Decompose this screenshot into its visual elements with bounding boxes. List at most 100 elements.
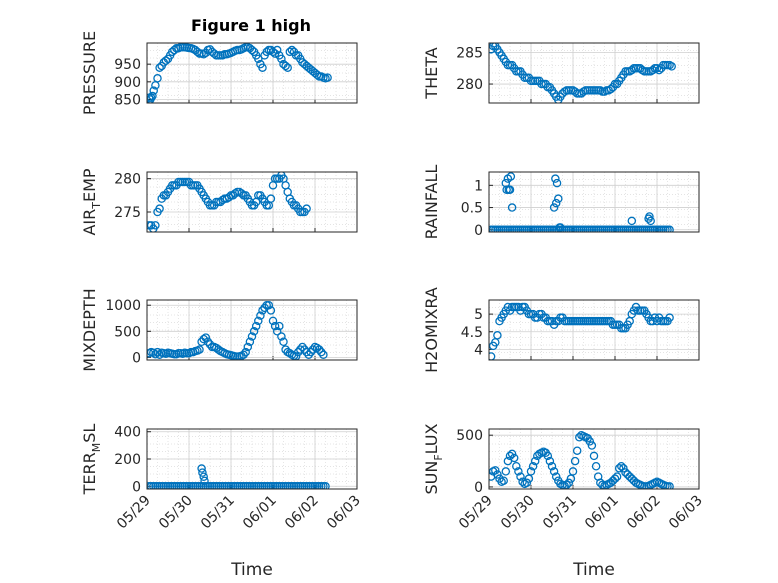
y-axis-label-main: RAINFALL bbox=[422, 165, 441, 240]
data-point bbox=[507, 449, 517, 459]
data-point bbox=[239, 350, 248, 360]
data-point bbox=[155, 204, 164, 213]
y-tick-label: 0 bbox=[474, 480, 483, 496]
y-tick-label: 0 bbox=[474, 223, 483, 239]
y-tick-label: 0 bbox=[132, 350, 141, 366]
y-axis-label-subscript: F bbox=[432, 454, 445, 460]
data-point bbox=[522, 478, 532, 488]
data-point bbox=[251, 321, 261, 331]
data-point bbox=[543, 451, 553, 461]
data-point bbox=[665, 313, 674, 322]
data-point bbox=[272, 327, 282, 336]
data-point bbox=[198, 468, 207, 477]
data-point bbox=[279, 337, 288, 346]
data-point bbox=[272, 45, 282, 55]
y-axis-label-main: MIXDEPTH bbox=[80, 288, 99, 371]
data-point bbox=[568, 467, 578, 476]
data-point bbox=[247, 332, 257, 341]
axes-box bbox=[146, 428, 358, 490]
subplot-4: 0 0.5 1 RAINFALL bbox=[422, 165, 700, 240]
data-point bbox=[149, 86, 158, 95]
data-point bbox=[258, 306, 267, 315]
data-points bbox=[147, 300, 328, 360]
data-point bbox=[200, 476, 209, 486]
data-point bbox=[489, 352, 496, 360]
data-point bbox=[147, 93, 156, 102]
axes-box bbox=[488, 299, 700, 361]
y-tick-label: 5 bbox=[474, 307, 483, 323]
data-point bbox=[277, 54, 286, 64]
data-point bbox=[491, 466, 500, 475]
data-point bbox=[275, 321, 284, 331]
y-axis-label-main: PRESSURE bbox=[80, 31, 99, 115]
y-axis-label: PRESSURE bbox=[80, 31, 99, 115]
y-tick-label: 0 bbox=[132, 479, 141, 495]
data-point bbox=[612, 472, 622, 481]
data-point bbox=[648, 65, 658, 75]
data-points bbox=[489, 43, 676, 103]
data-point bbox=[254, 54, 263, 64]
y-tick-label: 500 bbox=[456, 428, 483, 444]
data-point bbox=[247, 45, 257, 55]
y-axis-label-tail: SL bbox=[80, 424, 99, 443]
data-point bbox=[654, 65, 664, 75]
y-tick-label: 950 bbox=[114, 57, 141, 73]
data-point bbox=[258, 63, 267, 72]
data-point bbox=[245, 337, 255, 346]
data-point bbox=[551, 198, 561, 208]
data-point bbox=[493, 470, 502, 479]
y-tick-label: 200 bbox=[114, 452, 141, 468]
data-point bbox=[493, 331, 502, 340]
data-point bbox=[591, 461, 601, 471]
y-tick-label: 500 bbox=[114, 324, 141, 340]
data-point bbox=[587, 441, 597, 450]
y-tick-label: 4.5 bbox=[461, 325, 483, 341]
data-point bbox=[619, 464, 628, 473]
data-point bbox=[665, 482, 674, 489]
data-point bbox=[249, 327, 259, 336]
y-axis-label-tail: LUX bbox=[422, 423, 441, 454]
data-points bbox=[489, 430, 674, 489]
data-point bbox=[214, 345, 223, 354]
data-point bbox=[530, 456, 540, 466]
data-point bbox=[509, 453, 519, 463]
data-points bbox=[147, 43, 332, 103]
subplot-5: 0 500 1000 MIXDEPTH bbox=[80, 288, 358, 372]
data-point bbox=[321, 482, 330, 489]
data-point bbox=[507, 203, 517, 212]
data-point bbox=[277, 332, 286, 341]
data-point bbox=[230, 189, 240, 198]
y-axis-label-main: H2OMIXRA bbox=[422, 287, 441, 373]
data-points bbox=[147, 172, 311, 232]
data-points bbox=[147, 464, 330, 489]
data-point bbox=[556, 223, 565, 232]
data-point bbox=[298, 342, 307, 352]
data-point bbox=[499, 476, 508, 485]
data-point bbox=[243, 342, 253, 352]
data-point bbox=[516, 472, 525, 481]
data-point bbox=[155, 63, 164, 72]
subplot-6: 44.5 5 H2OMIXRA bbox=[422, 287, 700, 373]
y-axis-label-main: AIR bbox=[80, 209, 99, 236]
y-axis-label-tail: EMP bbox=[80, 168, 99, 202]
y-tick-label: 280 bbox=[456, 77, 483, 93]
y-axis-label: H2OMIXRA bbox=[422, 287, 441, 373]
data-point bbox=[283, 63, 292, 72]
data-point bbox=[645, 212, 654, 221]
y-tick-label: 850 bbox=[114, 92, 141, 108]
x-axis-label: Time bbox=[230, 560, 273, 580]
data-point bbox=[148, 91, 157, 101]
y-axis-label: AIRTEMP bbox=[80, 168, 103, 235]
data-point bbox=[610, 474, 620, 483]
y-tick-label: 1 bbox=[474, 178, 483, 194]
data-point bbox=[665, 225, 674, 232]
data-point bbox=[287, 45, 297, 55]
data-point bbox=[314, 345, 324, 354]
y-axis-label-subscript: M bbox=[90, 443, 103, 453]
y-axis-label: SUNFLUX bbox=[422, 423, 445, 494]
data-point bbox=[197, 464, 206, 473]
data-point bbox=[306, 347, 316, 357]
data-point bbox=[201, 333, 211, 342]
